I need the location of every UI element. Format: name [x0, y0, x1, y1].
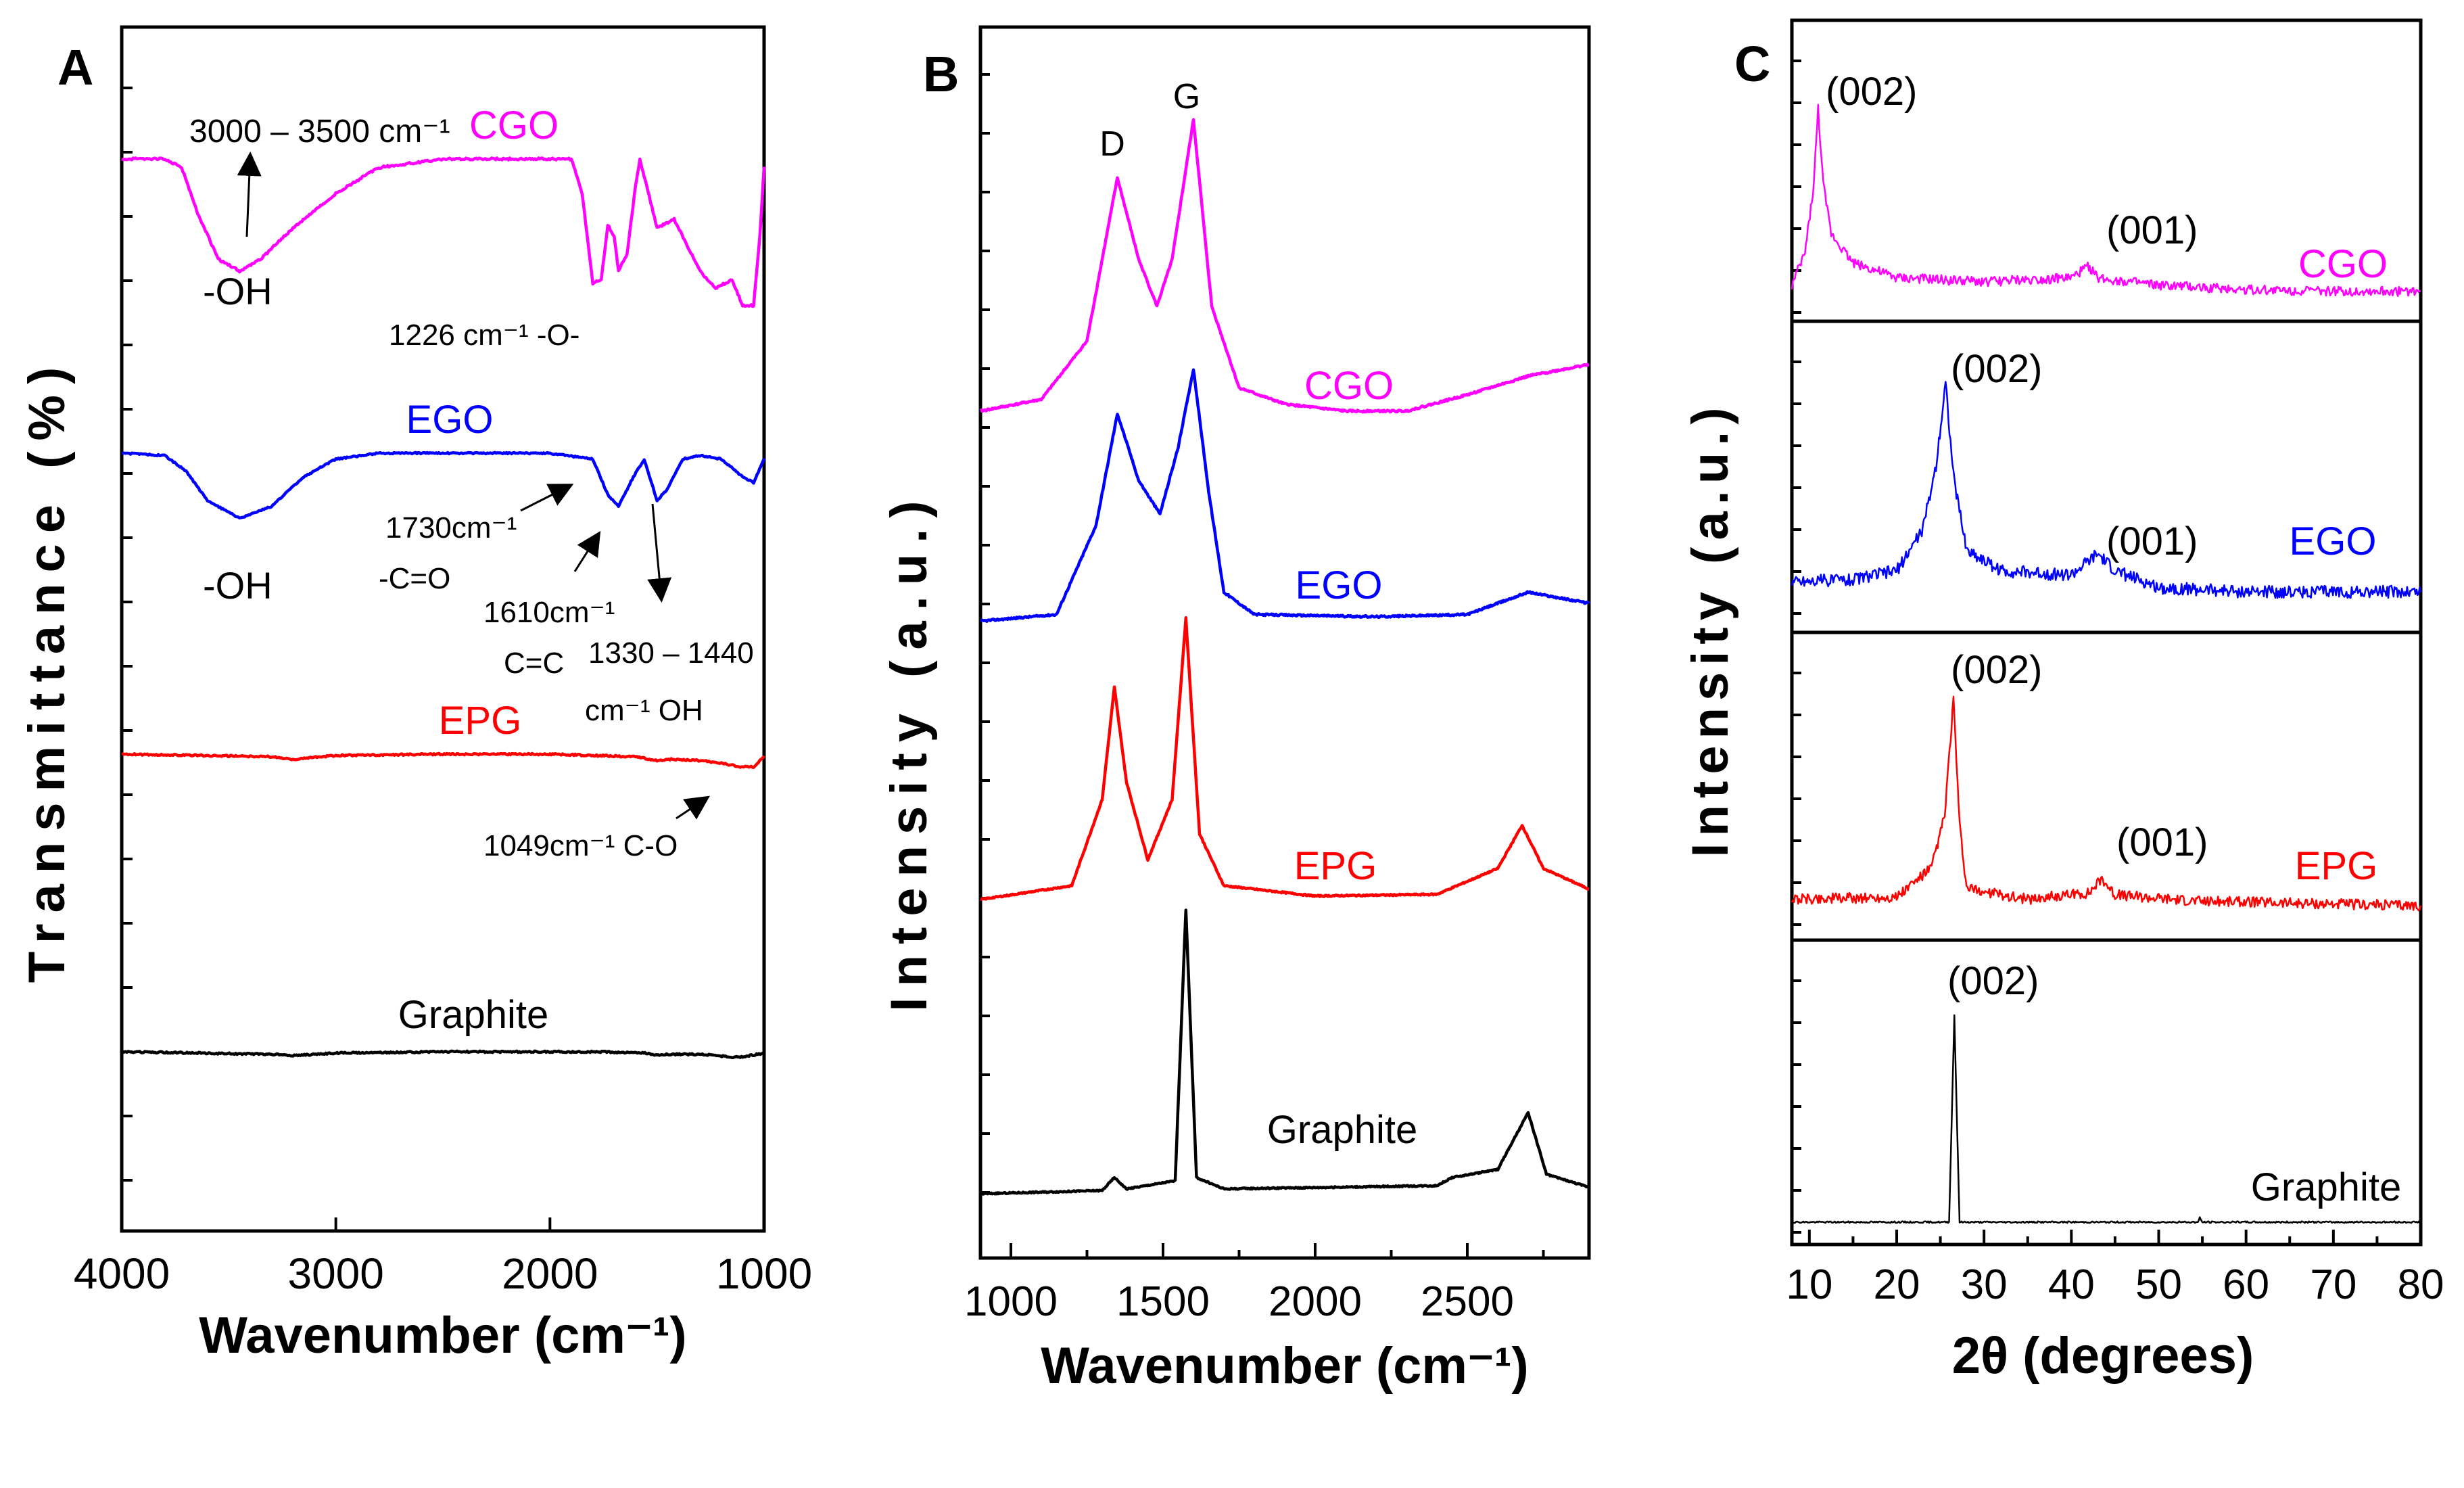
x-tick-label: 70 [2310, 1261, 2356, 1308]
peak-label: (001) [2116, 820, 2208, 864]
panel-a-ylabel: Transmittance (%) [18, 356, 76, 983]
panel-a-frame [120, 25, 766, 1233]
x-tick-label: 2000 [1269, 1278, 1362, 1325]
annotation-co-double: -C=O [379, 562, 450, 595]
annotation-oh-band: 3000 – 3500 cm⁻¹ [189, 114, 450, 149]
panel-a-tick-labels: 4000 3000 2000 1000 [74, 1249, 812, 1298]
x-tick-label: 10 [1786, 1261, 1832, 1308]
panel-c-ylabel: Intensity (a.u.) [1682, 400, 1739, 857]
panel-b-xlabel: Wavenumber (cm⁻¹) [1041, 1337, 1528, 1395]
x-tick-label: 2500 [1421, 1278, 1514, 1325]
x-tick-label: 30 [1961, 1261, 2008, 1308]
ftir-line-cgo [121, 156, 766, 308]
ftir-line-graphite [121, 1049, 765, 1059]
annotation-oh-band-arrow [237, 152, 262, 237]
panel-c-series-labels: CGO EGO EPG Graphite [2251, 242, 2401, 1209]
ftir-line-epg [121, 751, 765, 769]
panel-a: A 4000 3000 2000 1000 CGO EGO EPG Graphite Tra… [18, 25, 812, 1364]
annotation-oh-ego: -OH [203, 564, 273, 607]
annotation-1330: 1330 – 1440 [588, 636, 754, 670]
ftir-line-ego [121, 450, 766, 520]
series-label-ego: EGO [1296, 563, 1383, 607]
panel-b-ylabel: Intensity (a.u.) [880, 490, 938, 1011]
peak-label-g: G [1173, 77, 1200, 116]
panel-a-ticks [120, 87, 765, 1231]
x-tick-label: 80 [2398, 1261, 2444, 1308]
x-tick-label: 20 [1874, 1261, 1920, 1308]
annotation-1049: 1049cm⁻¹ C-O [483, 829, 678, 862]
peak-label: (002) [1947, 959, 2039, 1003]
annotation-cm-oh: cm⁻¹ OH [585, 694, 703, 727]
series-label-graphite: Graphite [2251, 1165, 2401, 1209]
raman-line-epg [980, 616, 1590, 901]
panel-label-b: B [923, 46, 959, 102]
x-tick-label: 2000 [502, 1249, 598, 1298]
x-tick-label: 1000 [964, 1278, 1058, 1325]
panel-b-series-labels: CGO EGO EPG Graphite [1267, 364, 1417, 1152]
series-label-cgo: CGO [2298, 242, 2388, 286]
x-tick-label: 60 [2223, 1261, 2269, 1308]
x-tick-label: 40 [2048, 1261, 2095, 1308]
panel-c-ticks [1792, 60, 2422, 1245]
panel-c-dividers [1792, 319, 2421, 942]
panel-a-series-labels: CGO EGO EPG Graphite [398, 103, 559, 1037]
x-tick-label: 50 [2135, 1261, 2182, 1308]
peak-label: (001) [2106, 519, 2198, 563]
xrd-line-epg [1791, 695, 2422, 912]
annotation-1049-arrow [676, 795, 710, 820]
annotation-1730: 1730cm⁻¹ [385, 511, 517, 544]
raman-line-cgo [980, 118, 1590, 414]
peak-label-d: D [1099, 124, 1125, 164]
xrd-line-graphite [1792, 1014, 2421, 1224]
panel-a-xlabel: Wavenumber (cm⁻¹) [199, 1307, 686, 1364]
panel-b-tick-labels: 1000 1500 2000 2500 [964, 1278, 1514, 1325]
panel-b-curves [979, 118, 1590, 1196]
x-tick-label: 3000 [287, 1249, 383, 1298]
raman-line-graphite [979, 908, 1590, 1196]
annotation-1330-arrow [647, 503, 672, 603]
panel-c-curves [1791, 103, 2422, 1224]
x-tick-label: 4000 [74, 1249, 170, 1298]
annotation-1610-arrow [573, 530, 601, 572]
xrd-line-ego [1791, 381, 2422, 599]
panel-b-ticks [980, 73, 1545, 1258]
panel-a-curves [121, 156, 766, 1059]
series-label-cgo: CGO [469, 103, 559, 147]
peak-label: (002) [1951, 347, 2042, 391]
annotation-1730-arrow [520, 484, 574, 512]
peak-label: (001) [2106, 208, 2198, 252]
series-label-graphite: Graphite [398, 993, 548, 1037]
annotation-1610: 1610cm⁻¹ [483, 596, 615, 629]
panel-c: C 10 20 30 40 50 60 70 80 CGO EGO EPG Graphite (00… [1682, 18, 2444, 1385]
panel-label-c: C [1734, 36, 1770, 92]
x-tick-label: 1500 [1116, 1278, 1210, 1325]
panel-c-tick-labels: 10 20 30 40 50 60 70 80 [1786, 1261, 2444, 1308]
panel-label-a: A [57, 39, 93, 95]
panel-b: B 1000 1500 2000 2500 CGO EGO EPG Graphite D G… [880, 25, 1591, 1395]
panel-c-xlabel: 2θ (degrees) [1952, 1327, 2254, 1385]
panel-c-peak-labels: (002) (001) (002) (001) (002) (001) (002) [1826, 70, 2208, 1003]
series-label-epg: EPG [439, 699, 522, 743]
series-label-graphite: Graphite [1267, 1108, 1417, 1152]
series-label-epg: EPG [1294, 844, 1377, 888]
x-tick-label: 1000 [716, 1249, 812, 1298]
peak-label: (002) [1951, 648, 2042, 692]
series-label-ego: EGO [2290, 519, 2377, 563]
annotation-oh-cgo: -OH [203, 270, 273, 312]
annotation-cc: C=C [504, 647, 564, 680]
raman-line-ego [980, 368, 1590, 624]
peak-label: (002) [1826, 70, 1917, 114]
series-label-ego: EGO [406, 398, 494, 442]
xrd-line-cgo [1791, 103, 2421, 298]
panel-b-frame [978, 25, 1591, 1260]
series-label-cgo: CGO [1304, 364, 1394, 408]
annotation-1226: 1226 cm⁻¹ -O- [389, 319, 579, 352]
series-label-epg: EPG [2295, 844, 2378, 888]
